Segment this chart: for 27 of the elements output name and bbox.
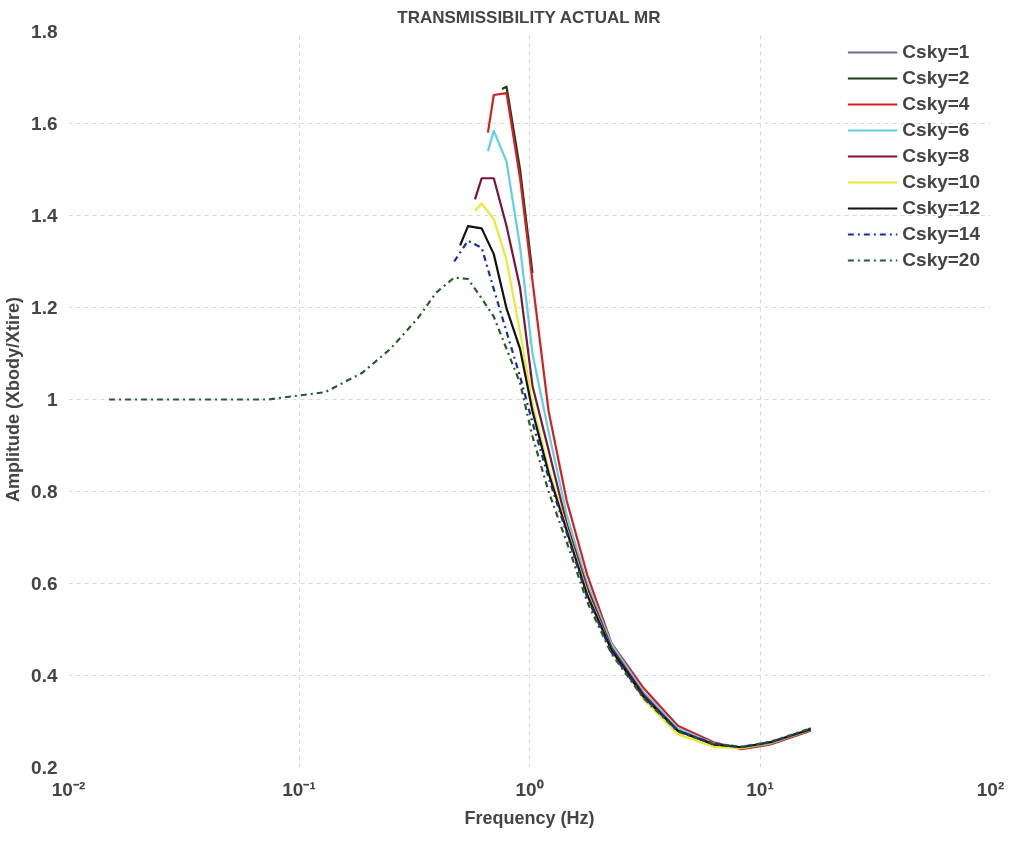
y-tick-label: 0.4 [31, 665, 58, 686]
legend-label: Csky=8 [902, 145, 970, 167]
x-tick-label: 10¹ [746, 778, 774, 800]
x-tick-label: 10² [976, 778, 1005, 800]
x-axis-title: Frequency (Hz) [464, 807, 595, 828]
legend-label: Csky=14 [902, 223, 980, 245]
y-tick-label: 1.6 [31, 113, 58, 134]
legend-label: Csky=12 [902, 197, 980, 219]
legend-label: Csky=1 [902, 41, 970, 63]
x-tick-label: 10⁻² [51, 778, 86, 800]
y-tick-label: 1.8 [31, 21, 58, 42]
legend-label: Csky=4 [902, 93, 970, 115]
y-tick-label: 1.2 [31, 297, 58, 318]
legend-label: Csky=10 [902, 171, 980, 193]
chart-title: TRANSMISSIBILITY ACTUAL MR [397, 7, 661, 27]
y-tick-label: 0.6 [31, 573, 58, 594]
x-tick-label: 10⁻¹ [282, 778, 316, 800]
y-axis-title: Amplitude (Xbody/Xtire) [3, 296, 24, 502]
legend-label: Csky=2 [902, 67, 970, 89]
legend-label: Csky=6 [902, 119, 970, 141]
y-tick-label: 0.2 [31, 757, 58, 778]
y-tick-label: 0.8 [31, 481, 58, 502]
x-tick-label: 10⁰ [515, 778, 544, 800]
legend-label: Csky=20 [902, 249, 980, 271]
y-tick-label: 1.4 [31, 205, 58, 226]
y-tick-label: 1 [46, 389, 58, 410]
line-series [500, 85, 534, 275]
